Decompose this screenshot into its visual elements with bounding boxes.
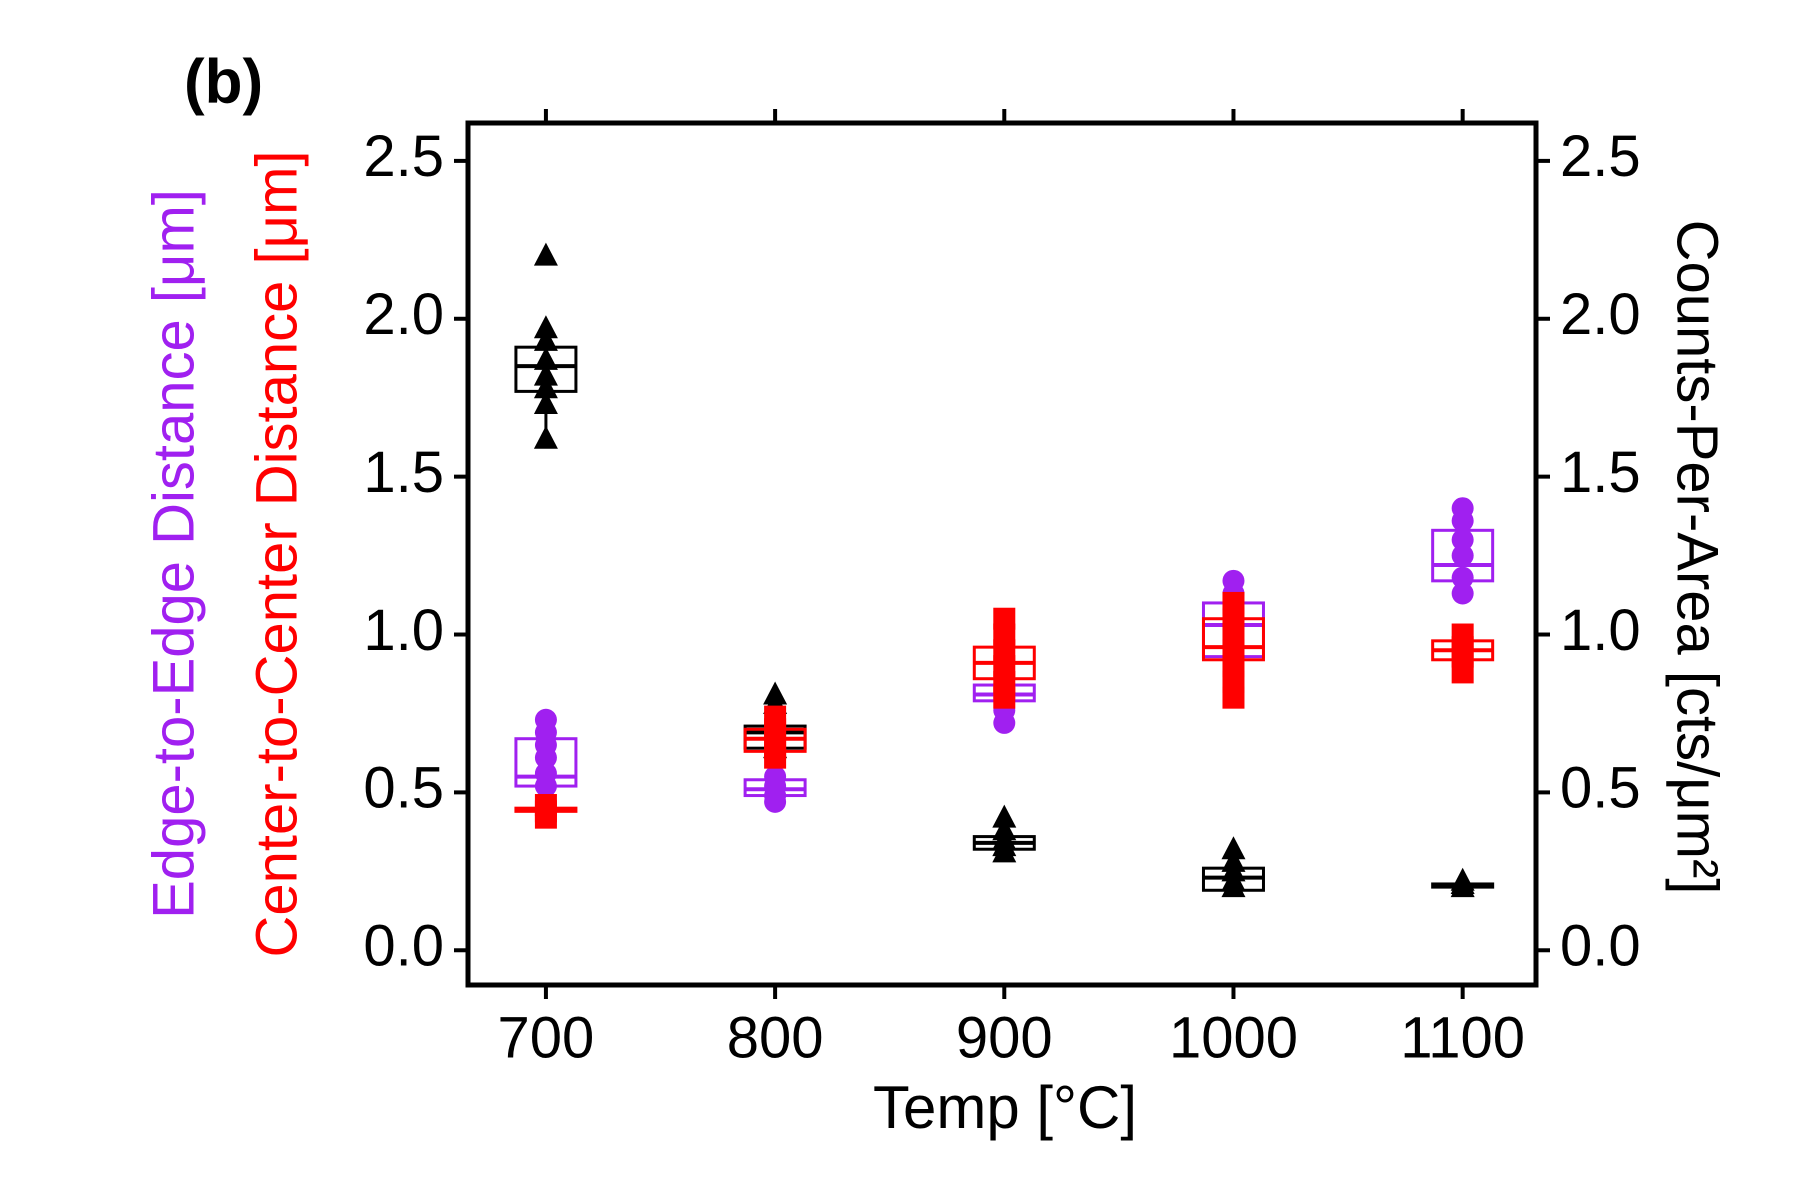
data-point [1451,566,1474,589]
data-point [533,425,558,449]
data-point [992,804,1017,828]
data-point [533,242,558,266]
data-point [534,806,557,829]
data-point [1450,874,1475,898]
y2-axis-title: Counts-Per-Area [cts/μm²] [1665,220,1730,895]
data-point [1222,686,1245,709]
data-point [534,746,557,769]
data-point [993,686,1016,709]
y-tick-label: 0.0 [363,914,444,979]
data-point [1221,874,1246,898]
data-point [533,327,558,351]
data-point [764,746,787,769]
x-tick-label: 700 [498,1005,595,1070]
y2-tick-label: 1.0 [1560,598,1641,663]
x-tick-label: 1000 [1169,1005,1298,1070]
x-tick-label: 800 [727,1005,824,1070]
data-point [1451,544,1474,567]
data-point [764,790,787,813]
plot-frame [465,120,1539,988]
data-point [533,346,558,370]
data-point [1451,509,1474,532]
y2-tick-label: 2.5 [1560,124,1641,189]
y-tick-label: 2.0 [363,282,444,347]
x-tick-label: 900 [956,1005,1053,1070]
y2-tick-label: 0.0 [1560,914,1641,979]
data-point [533,375,558,399]
data-point [1221,836,1246,860]
y2-tick-label: 0.5 [1560,756,1641,821]
y-tick-label: 1.5 [363,440,444,505]
data-point [533,391,558,415]
y-axis-title: Center-to-Center Distance [μm] [244,150,309,957]
panel-label: (b) [184,47,263,116]
data-point [1451,661,1474,684]
y2-tick-label: 2.0 [1560,282,1641,347]
x-tick-label: 1100 [1400,1005,1525,1070]
data-point [1451,582,1474,605]
data-point [992,839,1017,863]
data-point [1451,528,1474,551]
y-tick-label: 2.5 [363,124,444,189]
y-tick-label: 0.5 [363,756,444,821]
data-point [533,315,558,339]
y2-tick-label: 1.5 [1560,440,1641,505]
data-point [534,775,557,798]
y-tick-label: 1.0 [363,598,444,663]
y-axis-title: Edge-to-Edge Distance [μm] [141,189,206,919]
x-axis-title: Temp [°C] [873,1074,1137,1141]
data-point [533,362,558,386]
data-point [993,711,1016,734]
